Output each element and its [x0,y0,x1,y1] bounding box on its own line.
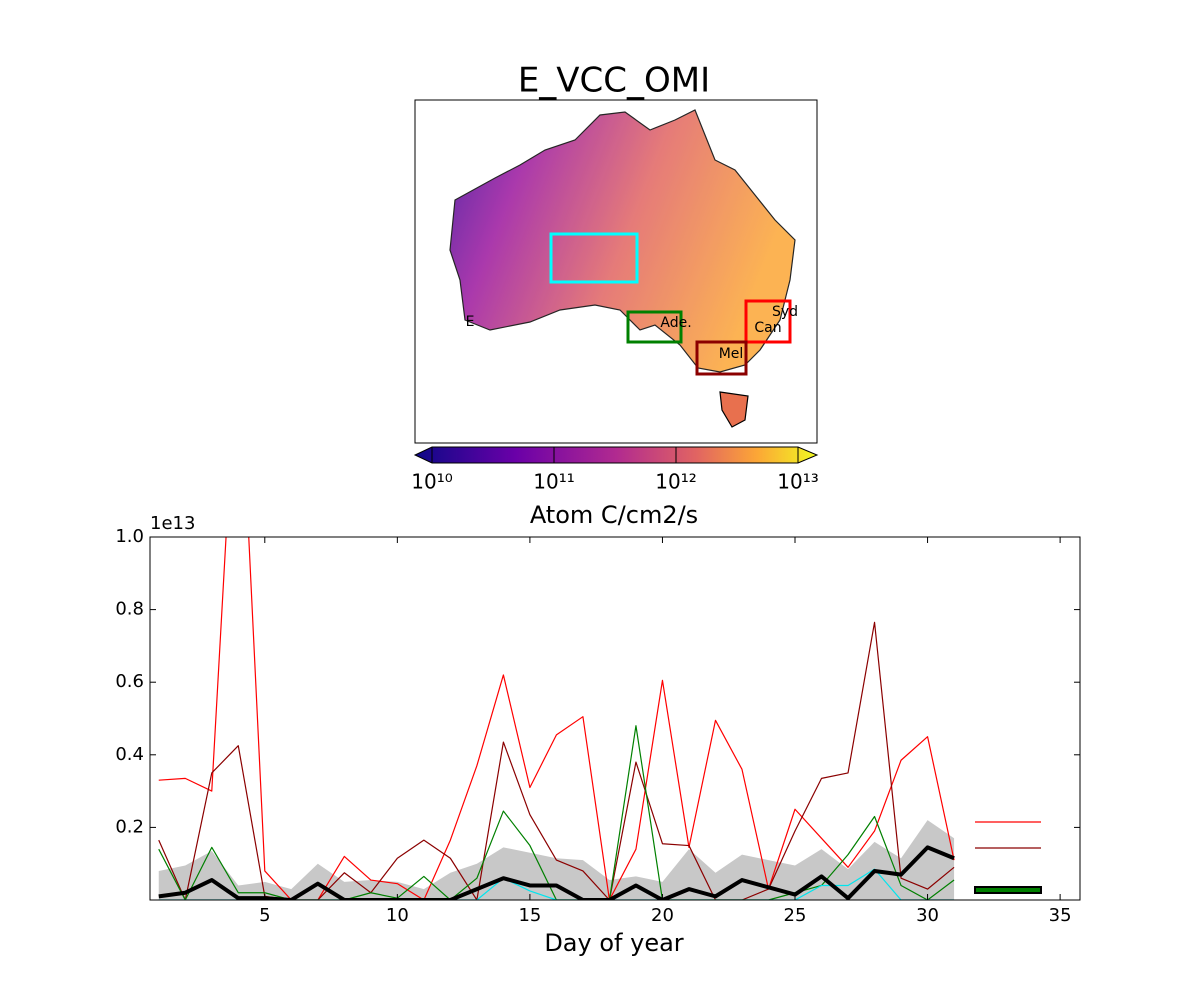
y-tick-label: 0.4 [115,744,144,765]
offset-label: 1e13 [150,513,195,534]
map [449,109,796,428]
x-axis-label: Day of year [544,929,683,957]
y-tick-label: 0.8 [115,599,144,620]
colorbar-tick-label: 10¹³ [777,470,818,494]
land [449,109,796,373]
x-tick-label: 35 [1049,905,1072,926]
colorbar-tick-label: 10¹² [655,470,696,494]
colorbar-tick-label: 10¹¹ [533,470,574,494]
y-tick-label: 0.2 [115,816,144,837]
plot-frame [149,536,1081,901]
region-label: Mel [719,346,744,362]
x-tick-label: 30 [916,905,939,926]
region-box [695,340,748,376]
legend-swatch [974,886,1042,894]
x-tick-label: 15 [518,905,541,926]
region-label: Can [754,320,781,336]
x-tick-label: 20 [651,905,674,926]
region-label: Syd [772,304,798,320]
y-tick-label: 0.6 [115,671,144,692]
y-tick-label: 1.0 [115,526,144,547]
tasmania [719,391,749,428]
x-tick-label: 25 [784,905,807,926]
colorbar-tick-label: 10¹⁰ [411,470,452,494]
region-label: E [466,314,475,330]
region-box [744,299,792,344]
region-label: Ade. [660,315,691,331]
map-frame [414,99,818,444]
map-title: E_VCC_OMI [518,61,710,101]
x-tick-label: 5 [259,905,270,926]
region-box [626,310,683,344]
series-line [158,868,955,900]
x-tick-label: 10 [386,905,409,926]
region-box [549,232,639,284]
colorbar [413,446,819,464]
colorbar-label: Atom C/cm2/s [530,501,698,529]
series-line [158,845,955,900]
plot-area [158,537,955,900]
series-line [158,537,955,900]
series-line [158,621,955,900]
